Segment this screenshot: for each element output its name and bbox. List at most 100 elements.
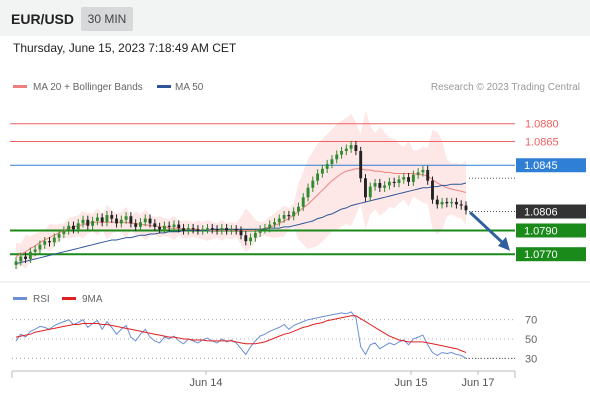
level-label-1.0845: 1.0845 — [524, 160, 558, 172]
candle-body — [162, 225, 166, 230]
level-label-1.0770: 1.0770 — [524, 249, 558, 261]
ma9-legend-label: 9MA — [82, 294, 103, 305]
candle-body — [387, 181, 391, 186]
candle-body — [416, 172, 420, 175]
rsi-legend-swatch — [13, 297, 27, 300]
candle-body — [95, 217, 99, 221]
candle-body — [91, 220, 95, 226]
candle-body — [392, 181, 396, 184]
candle-body — [359, 151, 363, 179]
candle-body — [397, 179, 401, 184]
candle-body — [325, 164, 329, 169]
level-label-1.0865: 1.0865 — [525, 137, 559, 149]
candle-body — [253, 232, 257, 238]
candle-body — [320, 168, 324, 174]
candle-body — [62, 230, 66, 235]
candle-body — [119, 219, 123, 224]
candle-body — [364, 178, 367, 198]
candle-body — [57, 234, 61, 238]
candle-body — [177, 224, 181, 229]
candle-body — [139, 222, 142, 227]
candle-body — [52, 237, 56, 243]
forecast-arrow-head — [498, 236, 510, 251]
rsi-tick-50: 50 — [525, 334, 537, 346]
candle-body — [431, 180, 434, 200]
candle-body — [344, 148, 348, 152]
candle-body — [100, 217, 104, 223]
header-bar: EUR/USD 30 MIN — [0, 0, 590, 36]
level-badge-1.0790 — [516, 223, 586, 238]
x-tick-label-jun-14: Jun 14 — [189, 377, 222, 389]
candle-body — [33, 249, 37, 252]
candle-body — [368, 186, 372, 198]
candle-body — [225, 228, 229, 231]
candle-body — [229, 229, 233, 231]
candle-body — [196, 229, 200, 231]
last-price-badge — [516, 204, 586, 219]
candle-body — [220, 228, 224, 231]
candle-body — [81, 219, 85, 224]
forecast-arrow-shaft — [468, 211, 508, 247]
level-label-1.0790: 1.0790 — [524, 225, 558, 237]
candle-body — [411, 174, 415, 182]
candle-body — [277, 218, 281, 223]
x-tick-label-jun-17: Jun 17 — [461, 377, 494, 389]
candle-body — [445, 202, 449, 204]
last-price-label: 1.0806 — [524, 207, 558, 219]
candle-body — [215, 229, 219, 231]
ma20-legend-label: MA 20 + Bollinger Bands — [33, 82, 143, 93]
candle-body — [210, 228, 214, 230]
ma20-legend-swatch — [13, 85, 27, 88]
candle-body — [134, 223, 138, 227]
level-badge-1.0845 — [516, 158, 586, 173]
candle-body — [239, 230, 243, 236]
candle-body — [143, 218, 147, 223]
candle-body — [282, 215, 286, 219]
candle-body — [335, 154, 339, 160]
x-tick-label-jun-15: Jun 15 — [394, 377, 427, 389]
candle-body — [110, 215, 114, 219]
candle-body — [19, 256, 23, 262]
candle-body — [186, 228, 190, 231]
candle-body — [43, 241, 47, 245]
candle-body — [182, 228, 185, 231]
candle-body — [191, 228, 195, 230]
candle-body — [48, 241, 51, 243]
candle-body — [292, 211, 296, 217]
candle-body — [306, 187, 310, 198]
rsi-tick-70: 70 — [525, 315, 537, 327]
level-badge-1.0770 — [516, 247, 586, 262]
candle-body — [153, 223, 157, 227]
candle-body — [115, 218, 118, 224]
instrument-title: EUR/USD — [11, 11, 75, 27]
candle-body — [373, 183, 377, 187]
candle-body — [76, 223, 80, 230]
candle-body — [268, 224, 272, 229]
candle-body — [158, 226, 162, 230]
candle-body — [301, 197, 305, 207]
candle-body — [206, 228, 209, 230]
ma9-line — [15, 315, 467, 353]
candle-body — [172, 224, 176, 227]
ma50-legend-swatch — [157, 85, 171, 88]
candle-body — [129, 216, 133, 224]
candle-body — [105, 215, 109, 223]
candle-body — [24, 256, 28, 259]
candle-body — [28, 251, 32, 259]
candle-body — [14, 261, 18, 265]
ma9-legend-swatch — [62, 297, 76, 300]
timeframe-badge[interactable]: 30 MIN — [81, 7, 133, 31]
candle-body — [244, 235, 248, 242]
candle-body — [148, 218, 152, 224]
candle-body — [263, 228, 267, 230]
candle-body — [273, 222, 276, 225]
candle-body — [311, 180, 315, 188]
candle-body — [330, 159, 334, 165]
rsi-tick-30: 30 — [525, 353, 537, 365]
candle-body — [440, 202, 444, 205]
candle-body — [124, 216, 128, 220]
candle-body — [258, 229, 262, 233]
rsi-legend-label: RSI — [33, 294, 50, 305]
candle-body — [421, 169, 425, 173]
